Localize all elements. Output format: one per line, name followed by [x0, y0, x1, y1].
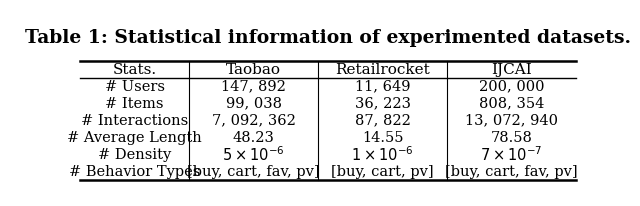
Text: Taobao: Taobao [226, 63, 281, 77]
Text: 36, 223: 36, 223 [355, 97, 411, 111]
Text: $1 \times 10^{-6}$: $1 \times 10^{-6}$ [351, 145, 414, 164]
Text: 14.55: 14.55 [362, 131, 403, 145]
Text: [buy, cart, pv]: [buy, cart, pv] [332, 165, 434, 179]
Text: # Average Length: # Average Length [67, 131, 202, 145]
Text: Retailrocket: Retailrocket [335, 63, 430, 77]
Text: 13, 072, 940: 13, 072, 940 [465, 114, 558, 128]
Text: 78.58: 78.58 [491, 131, 532, 145]
Text: $5 \times 10^{-6}$: $5 \times 10^{-6}$ [222, 145, 285, 164]
Text: 7, 092, 362: 7, 092, 362 [212, 114, 296, 128]
Text: 200, 000: 200, 000 [479, 80, 544, 94]
Text: # Interactions: # Interactions [81, 114, 188, 128]
Text: [buy, cart, fav, pv]: [buy, cart, fav, pv] [445, 165, 578, 179]
Text: $7 \times 10^{-7}$: $7 \times 10^{-7}$ [481, 145, 543, 164]
Text: [buy, cart, fav, pv]: [buy, cart, fav, pv] [188, 165, 320, 179]
Text: # Users: # Users [104, 80, 164, 94]
Text: # Items: # Items [106, 97, 164, 111]
Text: 87, 822: 87, 822 [355, 114, 410, 128]
Text: 11, 649: 11, 649 [355, 80, 410, 94]
Text: 48.23: 48.23 [233, 131, 275, 145]
Text: IJCAI: IJCAI [491, 63, 532, 77]
Text: 99, 038: 99, 038 [226, 97, 282, 111]
Text: # Density: # Density [98, 148, 171, 162]
Text: 147, 892: 147, 892 [221, 80, 286, 94]
Text: # Behavior Types: # Behavior Types [69, 165, 200, 179]
Text: 808, 354: 808, 354 [479, 97, 544, 111]
Text: Stats.: Stats. [113, 63, 157, 77]
Text: Table 1: Statistical information of experimented datasets.: Table 1: Statistical information of expe… [25, 29, 631, 47]
